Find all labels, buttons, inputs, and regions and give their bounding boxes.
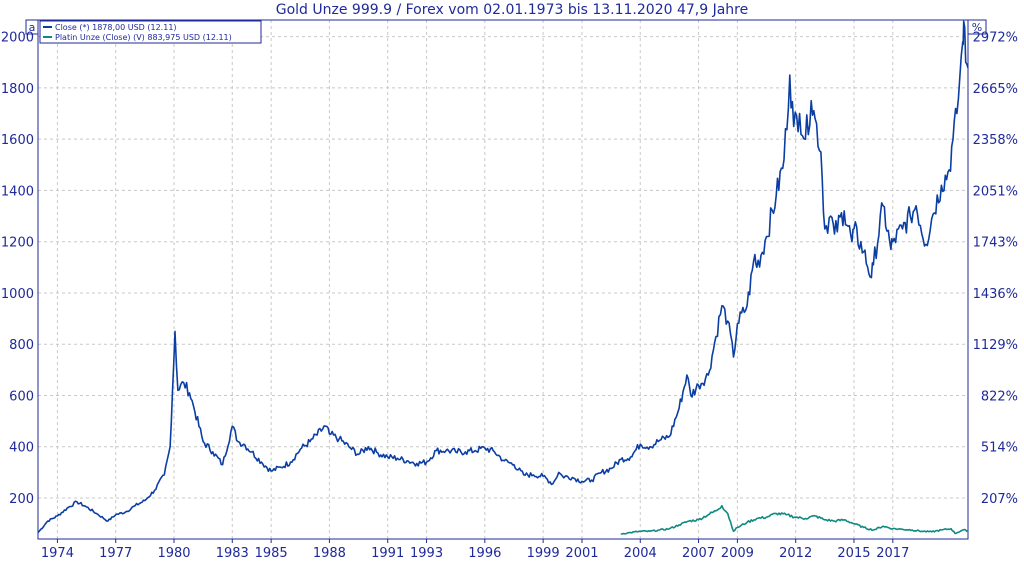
x-axis-ticks: 1974 1977 1980 1983 1985 1988 1991 1993 1996 1999… [41,539,909,561]
x-tick-label: 1991 [371,546,404,561]
corner-label-right: % [972,21,982,34]
x-tick-label: 1985 [255,546,288,561]
legend-entry-gold: Close (*) 1878,00 USD (12.11) [55,23,177,32]
y2-tick-label: 1436% [973,287,1018,302]
y-tick-label: 800 [9,338,34,353]
y-tick-label: 2000 [1,31,34,46]
corner-badge-right: % [967,19,987,35]
y2-tick-label: 822% [981,389,1018,404]
y-tick-label: 600 [9,389,34,404]
y-tick-label: 200 [9,492,34,507]
x-tick-label: 2017 [876,546,909,561]
series-line-platinum [620,504,969,535]
y2-tick-label: 1129% [973,338,1018,353]
grid-lines [38,20,968,539]
y-tick-label: 400 [9,441,34,456]
x-tick-label: 2004 [624,546,657,561]
legend-box [39,20,262,44]
corner-label-left: a [29,21,36,34]
y2-tick-label: 514% [981,441,1018,456]
x-tick-label: 2012 [779,546,812,561]
y2-tick-label: 2665% [973,82,1018,97]
y-tick-label: 1200 [1,236,34,251]
legend: Close (*) 1878,00 USD (12.11) Platin Unz… [39,20,262,44]
legend-entry-platinum: Platin Unze (Close) (V) 883,975 USD (12.… [55,33,232,42]
y2-tick-label: 2051% [973,184,1018,199]
y-tick-label: 1600 [1,133,34,148]
x-tick-label: 1983 [216,546,249,561]
x-tick-label: 2015 [837,546,870,561]
chart-title: Gold Unze 999.9 / Forex vom 02.01.1973 b… [276,2,748,18]
y2-tick-label: 1743% [973,236,1018,251]
x-tick-label: 1980 [157,546,190,561]
y2-tick-label: 207% [981,492,1018,507]
series-layer [37,20,969,535]
x-tick-label: 2009 [721,546,754,561]
x-tick-label: 1999 [527,546,560,561]
x-tick-label: 1993 [410,546,443,561]
y2-tick-label: 2972% [973,31,1018,46]
x-tick-label: 1996 [468,546,501,561]
y-tick-label: 1800 [1,82,34,97]
y2-axis-ticks: 207% 514% 822% 1129% 1436% 1743% 2051% 2358% 266… [973,31,1018,507]
y-axis-ticks: 200 400 600 800 1000 1200 1400 1600 1800 2000 [1,31,34,507]
corner-badge-left: a [25,19,39,35]
y-tick-label: 1000 [1,287,34,302]
series-line-gold [37,20,969,534]
x-tick-label: 1974 [41,546,74,561]
y-tick-label: 1400 [1,184,34,199]
x-tick-label: 1988 [313,546,346,561]
x-tick-label: 1977 [99,546,132,561]
plot-frame [37,19,969,540]
y2-tick-label: 2358% [973,133,1018,148]
x-tick-label: 2001 [565,546,598,561]
x-tick-label: 2007 [682,546,715,561]
